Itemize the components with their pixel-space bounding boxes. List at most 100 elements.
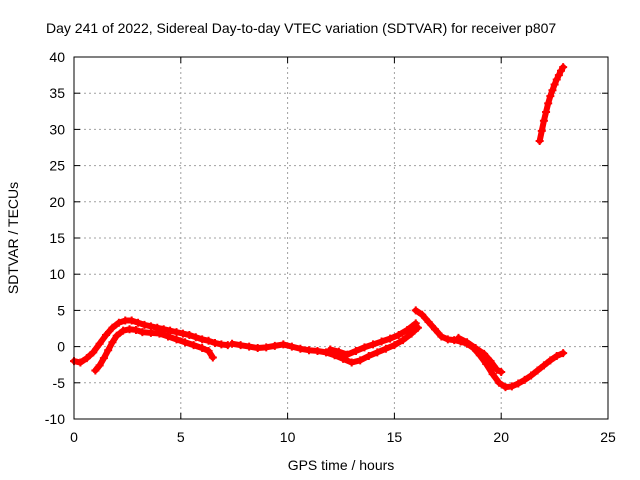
data-point (131, 325, 140, 334)
y-tick-label: 35 (49, 85, 65, 101)
data-point (497, 367, 506, 376)
data-points (70, 63, 568, 392)
data-point (364, 352, 373, 361)
data-point (95, 339, 104, 348)
data-point (102, 331, 111, 340)
y-tick-label: 20 (49, 194, 65, 210)
x-tick-label: 10 (280, 429, 296, 445)
data-point (552, 352, 561, 361)
x-axis-label: GPS time / hours (288, 457, 395, 473)
data-point (172, 328, 181, 337)
data-point (546, 356, 555, 365)
data-point (262, 343, 271, 352)
data-point (548, 86, 557, 95)
data-point (544, 99, 553, 108)
data-point (204, 336, 213, 345)
data-point (369, 340, 378, 349)
data-point (189, 341, 198, 350)
y-tick-label: -10 (45, 411, 65, 427)
x-tick-label: 20 (493, 429, 509, 445)
data-point (542, 108, 551, 117)
data-point (454, 333, 463, 342)
data-point (537, 126, 546, 135)
data-point (482, 359, 491, 368)
x-tick-label: 5 (177, 429, 185, 445)
data-point (228, 339, 237, 348)
data-point (313, 346, 322, 355)
data-point (381, 344, 390, 353)
data-point (356, 356, 365, 365)
x-tick-label: 0 (70, 429, 78, 445)
data-point (471, 344, 480, 353)
data-point (437, 332, 446, 341)
data-point (403, 325, 412, 334)
data-point (245, 342, 254, 351)
data-point (539, 116, 548, 125)
data-point (163, 332, 172, 341)
data-point (554, 71, 563, 80)
data-point (99, 354, 108, 363)
data-point (539, 361, 548, 370)
data-point (304, 346, 313, 355)
data-point (287, 342, 296, 351)
data-point (138, 328, 147, 337)
data-point (360, 343, 369, 352)
data-point (334, 347, 343, 356)
data-point (347, 358, 356, 367)
data-point (386, 334, 395, 343)
data-point (95, 361, 104, 370)
data-point (279, 340, 288, 349)
data-point (172, 335, 181, 344)
y-tick-label: -5 (53, 375, 66, 391)
data-point (127, 316, 136, 325)
chart-title: Day 241 of 2022, Sidereal Day-to-day VTE… (46, 20, 556, 36)
data-point (82, 354, 91, 363)
axis-ticks: 0 5 10 15 20 25 -10 -5 0 5 10 15 20 25 30 35 40 (45, 49, 616, 445)
data-point (492, 365, 501, 374)
x-tick-label: 15 (387, 429, 403, 445)
data-point (76, 358, 85, 367)
series-track (412, 307, 567, 391)
data-point (552, 75, 561, 84)
data-point (204, 346, 213, 355)
data-point (296, 344, 305, 353)
data-point (185, 331, 194, 340)
y-tick-label: 0 (57, 339, 65, 355)
data-point (198, 344, 207, 353)
y-tick-label: 40 (49, 49, 65, 65)
data-point (140, 320, 149, 329)
data-point (527, 371, 536, 380)
data-point (480, 349, 489, 358)
data-point (488, 370, 497, 379)
data-point (550, 80, 559, 89)
data-point (377, 337, 386, 346)
data-point (430, 325, 439, 334)
data-point (181, 338, 190, 347)
data-point (253, 344, 262, 353)
y-tick-label: 25 (49, 158, 65, 174)
data-point (178, 329, 187, 338)
data-point (411, 319, 420, 328)
data-point (191, 333, 200, 342)
y-tick-label: 30 (49, 121, 65, 137)
data-point (463, 338, 472, 347)
data-point (210, 338, 219, 347)
data-point (486, 357, 495, 366)
data-point (208, 353, 217, 362)
data-point (373, 348, 382, 357)
data-point (390, 341, 399, 350)
data-point (119, 326, 128, 335)
y-axis-label: SDTVAR / TECUs (5, 182, 21, 294)
data-point (394, 331, 403, 340)
data-point (89, 348, 98, 357)
data-point (411, 306, 420, 315)
data-point (535, 136, 544, 145)
data-point (514, 379, 523, 388)
data-point (533, 366, 542, 375)
data-point (520, 375, 529, 384)
y-tick-label: 10 (49, 266, 65, 282)
data-point (326, 345, 335, 354)
data-point (270, 341, 279, 350)
x-tick-label: 25 (600, 429, 616, 445)
